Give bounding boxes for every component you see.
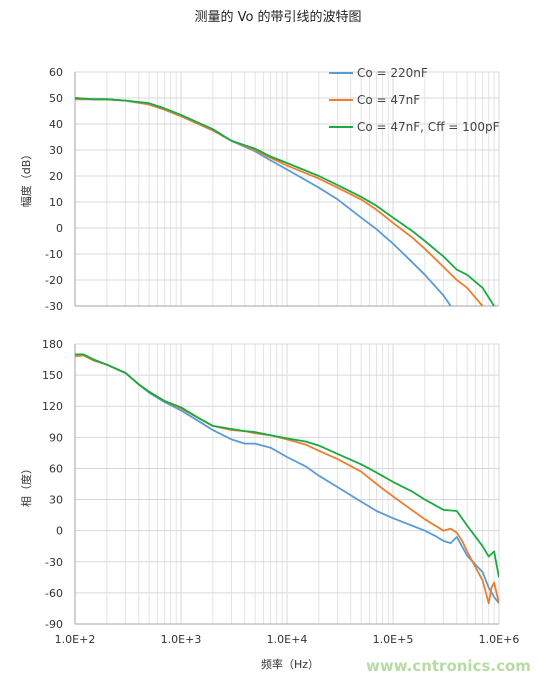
y-tick-label: 90 xyxy=(49,431,63,444)
y-tick-label: 60 xyxy=(49,66,63,79)
x-tick-label: 1.0E+2 xyxy=(55,633,96,646)
series-line-magnitude-3 xyxy=(75,97,495,307)
legend-label: Co = 47nF, Cff = 100pF xyxy=(357,120,500,134)
phase-gridlines xyxy=(74,343,500,625)
legend-label: Co = 220nF xyxy=(357,66,428,80)
y-tick-label: -30 xyxy=(45,300,63,313)
magnitude-y-axis-label: 幅度（dB） xyxy=(19,149,33,208)
x-tick-label: 1.0E+4 xyxy=(267,633,308,646)
y-tick-label: 180 xyxy=(42,338,63,351)
y-tick-label: 40 xyxy=(49,118,63,131)
y-tick-label: -30 xyxy=(45,556,63,569)
x-axis-label: 频率（Hz） xyxy=(261,657,319,671)
phase-series-lines xyxy=(75,353,499,605)
y-tick-label: 150 xyxy=(42,369,63,382)
y-tick-label: 30 xyxy=(49,144,63,157)
phase-y-tick-labels: 180 150 120 90 60 30 0 -30 -60 -90 xyxy=(42,338,63,631)
y-tick-label: 0 xyxy=(56,525,63,538)
y-tick-label: 20 xyxy=(49,170,63,183)
y-tick-label: 120 xyxy=(42,400,63,413)
y-tick-label: 50 xyxy=(49,92,63,105)
legend-label: Co = 47nF xyxy=(357,93,420,107)
phase-y-axis-label: 相（度） xyxy=(19,463,33,507)
y-tick-label: -60 xyxy=(45,587,63,600)
y-tick-label: -90 xyxy=(45,618,63,631)
y-tick-label: 60 xyxy=(49,462,63,475)
magnitude-series-lines xyxy=(75,97,495,307)
y-tick-label: 0 xyxy=(56,222,63,235)
x-tick-label: 1.0E+5 xyxy=(373,633,414,646)
y-tick-label: 30 xyxy=(49,494,63,507)
legend: Co = 220nF Co = 47nF Co = 47nF, Cff = 100p… xyxy=(329,66,500,134)
y-tick-label: 10 xyxy=(49,196,63,209)
watermark: www.cntronics.com xyxy=(366,657,531,675)
magnitude-gridlines xyxy=(74,71,500,307)
magnitude-y-tick-labels: 60 50 40 30 20 10 0 -10 -20 -30 xyxy=(45,66,63,313)
y-tick-label: -10 xyxy=(45,248,63,261)
x-tick-label: 1.0E+3 xyxy=(161,633,202,646)
phase-x-tick-labels: 1.0E+2 1.0E+3 1.0E+4 1.0E+5 1.0E+6 xyxy=(55,633,520,646)
magnitude-chart: 60 50 40 30 20 10 0 -10 -20 -30 幅度（dB） Co = 220nF… xyxy=(19,66,500,313)
series-line-phase-3 xyxy=(75,353,499,578)
x-tick-label: 1.0E+6 xyxy=(479,633,520,646)
figure-title: 测量的 Vo 的带引线的波特图 xyxy=(194,9,361,25)
y-tick-label: -20 xyxy=(45,274,63,287)
